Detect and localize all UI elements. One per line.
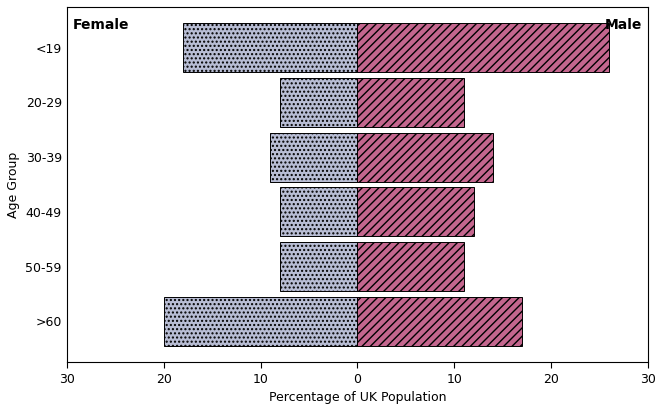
Bar xyxy=(271,132,357,182)
Bar xyxy=(357,78,464,127)
Bar xyxy=(357,187,473,236)
Bar xyxy=(357,132,493,182)
Y-axis label: Age Group: Age Group xyxy=(7,151,20,218)
Bar xyxy=(357,23,609,72)
Bar xyxy=(357,297,522,346)
Bar xyxy=(164,297,357,346)
Text: Female: Female xyxy=(72,18,129,32)
Text: Male: Male xyxy=(605,18,642,32)
Bar xyxy=(357,242,464,291)
X-axis label: Percentage of UK Population: Percentage of UK Population xyxy=(269,391,446,404)
Bar xyxy=(183,23,357,72)
Bar xyxy=(280,242,357,291)
Bar xyxy=(280,187,357,236)
Bar xyxy=(280,78,357,127)
